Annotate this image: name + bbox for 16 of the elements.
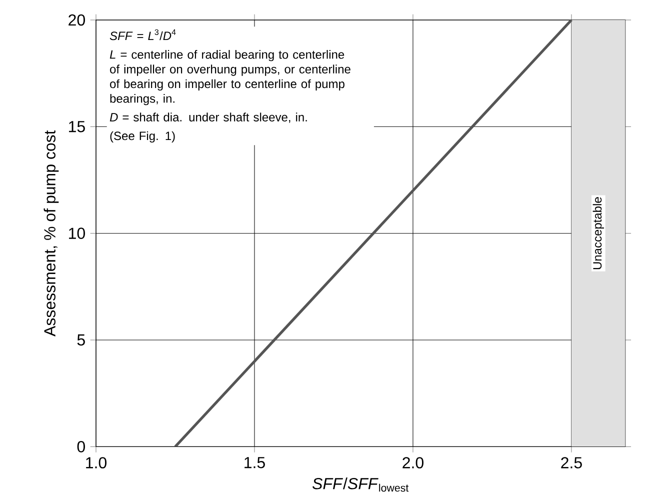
annotation: (See Fig. 1) [110,131,175,142]
x-tick-label: 1.0 [86,457,107,468]
x-axis-title: SFF/SFF$_{lowest}$ [312,478,409,492]
x-tick-label: 2.5 [561,457,582,468]
y-tick-label: 5 [77,334,85,346]
y-axis-title: Assessment, % of pump cost [44,130,59,336]
annotation: L = centerline of radial bearing to centerline of impeller on overhung pumps, or centerline of bearing on impeller to centerline of pump bearings, in. [110,50,350,106]
band-label: Unacceptable [592,197,604,270]
x-tick-label: 2.0 [402,457,424,468]
annotation: D = shaft dia. under shaft sleeve, in. [110,112,307,123]
annotation: SFF = L$^{3}$/D$^{4}$ [110,29,176,40]
y-tick-label: 0 [77,440,85,452]
y-tick-label: 10 [69,228,85,239]
y-tick-label: 15 [69,121,85,132]
y-tick-label: 20 [68,14,85,26]
x-tick-label: 1.5 [244,457,265,468]
